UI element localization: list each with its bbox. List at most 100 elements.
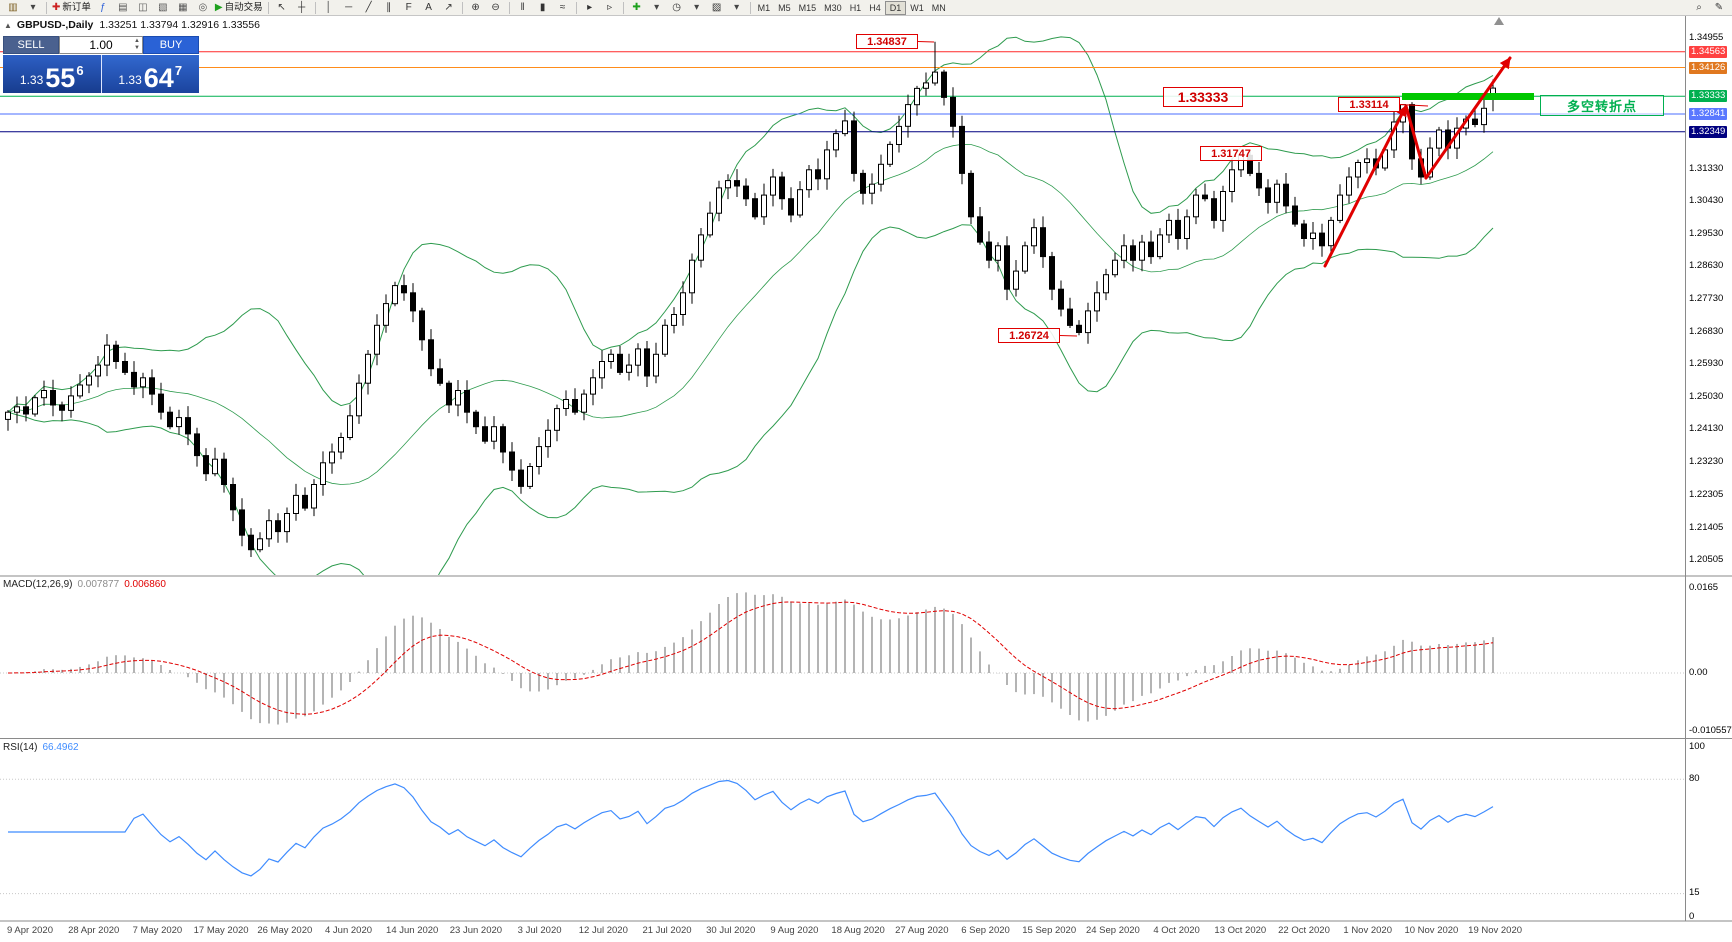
price-axis-label: 1.30430 [1689, 195, 1724, 207]
data-window-button[interactable]: ◫ [138, 1, 148, 13]
price-callout[interactable]: 1.31747 [1200, 146, 1262, 161]
date-axis-label: 12 Jul 2020 [578, 925, 628, 936]
macd-signal-value: 0.006860 [124, 579, 166, 590]
rsi-axis-label: 0 [1689, 911, 1695, 922]
price-axis-label: 1.34955 [1689, 31, 1724, 43]
chart-shift-marker-icon [1494, 17, 1504, 25]
crosshair-button[interactable]: ┼ [298, 1, 306, 13]
volume-input[interactable]: 1.00 ▲ ▼ [59, 36, 143, 54]
rsi-indicator-label: RSI(14) 66.4962 [3, 742, 79, 753]
auto-scroll-button[interactable]: ▸ [587, 1, 593, 13]
annotation-note[interactable]: 多空转折点 [1540, 95, 1664, 116]
templates-dropdown[interactable]: ▾ [734, 1, 740, 13]
autotrading-button[interactable]: ▶ 自动交易 [214, 1, 263, 13]
price-axis-label: 1.34126 [1689, 61, 1728, 74]
timeframe-m30-button[interactable]: M30 [824, 2, 842, 13]
fibonacci-button[interactable]: F [405, 1, 412, 13]
rsi-panel [0, 778, 1685, 895]
date-axis-label: 27 Aug 2020 [895, 925, 949, 936]
vertical-line-button[interactable]: │ [325, 1, 332, 13]
search-button[interactable]: ⌕ [1696, 1, 1702, 13]
date-axis-label: 21 Jul 2020 [642, 925, 692, 936]
timeframe-w1-button[interactable]: W1 [910, 2, 924, 13]
timeframe-h4-button[interactable]: H4 [869, 2, 881, 13]
toolbar-separator [749, 1, 751, 14]
date-axis-label: 13 Oct 2020 [1214, 925, 1267, 936]
price-callout[interactable]: 1.33114 [1338, 97, 1400, 112]
indicators-button[interactable]: ✚ [632, 1, 641, 13]
date-axis-label: 1 Nov 2020 [1343, 925, 1392, 936]
sell-price-button[interactable]: 1.33 55 6 [3, 55, 102, 93]
timeframe-d1-button[interactable]: D1 [884, 0, 907, 15]
chart-shift-button[interactable]: ▹ [607, 1, 613, 13]
trendline-button[interactable]: ╱ [365, 1, 372, 13]
timeframe-m15-button[interactable]: M15 [798, 2, 817, 13]
market-watch-button[interactable]: ▤ [118, 1, 128, 13]
quick-edit-button[interactable]: ✎ [1714, 1, 1724, 13]
trend-arrows[interactable] [1323, 56, 1512, 268]
periods-button[interactable]: ◷ [672, 1, 681, 13]
new-chart-button[interactable]: ▥ [8, 1, 18, 13]
macd-indicator-label: MACD(12,26,9) 0.007877 0.006860 [3, 579, 166, 590]
line-chart-button[interactable]: ≈ [559, 1, 566, 13]
volume-up-icon[interactable]: ▲ [134, 38, 140, 44]
bollinger-middle [7, 143, 1494, 485]
zoom-out-button[interactable]: ⊖ [491, 1, 500, 13]
timeframe-mn-button[interactable]: MN [931, 2, 946, 13]
price-axis-label: 1.32349 [1689, 125, 1728, 138]
templates-button[interactable]: ▨ [711, 1, 722, 13]
new-chart-dropdown[interactable]: ▾ [30, 1, 36, 13]
timeframe-h1-button[interactable]: H1 [849, 2, 862, 13]
date-axis-label: 26 May 2020 [257, 925, 313, 936]
rsi-value: 66.4962 [42, 742, 79, 753]
volume-stepper[interactable]: ▲ ▼ [134, 38, 140, 52]
sell-button[interactable]: SELL [3, 36, 59, 54]
strategy-tester-button[interactable]: ◎ [198, 1, 208, 13]
toolbar-separator [461, 1, 463, 14]
one-click-trading-panel: SELL 1.00 ▲ ▼ BUY 1.33 55 6 1.33 [3, 36, 199, 93]
buy-price-button[interactable]: 1.33 64 7 [101, 55, 199, 93]
bar-chart-button[interactable]: ‖ [520, 1, 525, 13]
text-button[interactable]: A [425, 1, 432, 13]
periods-dropdown[interactable]: ▾ [694, 1, 700, 13]
price-callout[interactable]: 1.33333 [1163, 87, 1243, 107]
horizontal-line-button[interactable]: ─ [345, 1, 353, 13]
rsi-name: RSI(14) [3, 742, 38, 753]
price-callout[interactable]: 1.34837 [856, 34, 918, 49]
price-axis-label: 1.23230 [1689, 455, 1724, 467]
candlestick-chart-button[interactable]: ▮ [539, 1, 546, 13]
navigator-button[interactable]: ▧ [158, 1, 168, 13]
indicators-dropdown[interactable]: ▾ [654, 1, 660, 13]
collapse-one-click-icon[interactable]: ▲ [4, 21, 12, 30]
cursor-button[interactable]: ↖ [277, 1, 286, 13]
panel-separators[interactable] [0, 16, 1732, 922]
arrows-button[interactable]: ↗ [444, 1, 453, 13]
chart-ohlc-values: 1.33251 1.33794 1.32916 1.33556 [99, 19, 260, 31]
support-zone-bar[interactable] [1402, 93, 1534, 100]
price-axis-label: 1.32841 [1689, 108, 1728, 120]
price-callout[interactable]: 1.26724 [998, 328, 1060, 343]
date-axis-label: 23 Jun 2020 [449, 925, 503, 936]
horizontal-level-lines[interactable] [0, 51, 1685, 133]
date-axis-label: 30 Jul 2020 [706, 925, 756, 936]
date-axis-label: 10 Nov 2020 [1404, 925, 1459, 936]
rsi-axis-label: 80 [1689, 773, 1700, 784]
channel-button[interactable]: ∥ [386, 1, 392, 13]
volume-value: 1.00 [89, 38, 113, 52]
ask-pipette: 7 [174, 63, 183, 78]
chart-area[interactable]: ▲ GBPUSD-,Daily 1.33251 1.33794 1.32916 1.… [0, 16, 1732, 942]
volume-down-icon[interactable]: ▼ [134, 45, 140, 51]
timeframe-m5-button[interactable]: M5 [778, 2, 791, 13]
price-axis-label: 1.22305 [1689, 489, 1724, 501]
timeframe-m1-button[interactable]: M1 [757, 2, 771, 13]
expert-advisors-button[interactable]: ƒ [100, 1, 106, 13]
buy-button[interactable]: BUY [143, 36, 199, 54]
terminal-button[interactable]: ▦ [178, 1, 188, 13]
date-axis-label: 7 May 2020 [132, 925, 183, 936]
toolbar-separator [622, 1, 624, 14]
new-order-button[interactable]: ✚ 新订单 [52, 1, 91, 13]
bollinger-lower [7, 224, 1494, 575]
zoom-in-button[interactable]: ⊕ [471, 1, 480, 13]
